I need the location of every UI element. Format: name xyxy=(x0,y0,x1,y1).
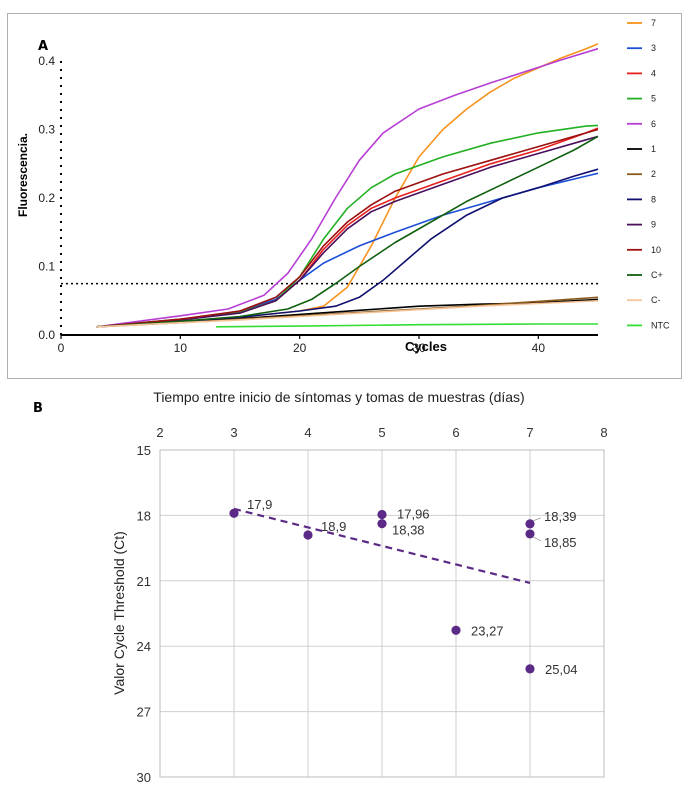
series-line-6 xyxy=(96,47,599,328)
data-point xyxy=(525,529,535,539)
series-line-C+ xyxy=(96,135,599,328)
data-point xyxy=(451,625,461,635)
label-leader-line xyxy=(532,517,542,522)
data-label: 25,04 xyxy=(545,662,578,677)
legend-label-2: 2 xyxy=(651,169,656,179)
data-label: 18,9 xyxy=(321,519,346,534)
panel-a-x-tick-label: 0 xyxy=(58,341,65,355)
data-label: 17,9 xyxy=(247,497,272,512)
series-line-8 xyxy=(96,168,599,328)
legend-label-C+: C+ xyxy=(651,270,663,280)
panel-b-y-tick-label: 21 xyxy=(137,574,151,589)
panel-b-label: B xyxy=(33,401,43,416)
data-point xyxy=(525,664,535,674)
legend-label-10: 10 xyxy=(651,245,661,255)
legend-label-8: 8 xyxy=(651,194,656,204)
panel-b-trendline xyxy=(233,507,531,585)
panel-a-ylabel: Fluorescencia. xyxy=(16,133,30,217)
panel-a-label: A xyxy=(38,39,48,54)
legend-label-1: 1 xyxy=(651,144,656,154)
panel-a-xlabel: Cycles xyxy=(405,339,447,354)
data-label: 17,96 xyxy=(397,507,430,522)
series-line-C- xyxy=(96,300,599,328)
panel-b-title: Tiempo entre inicio de síntomas y tomas … xyxy=(153,389,524,405)
data-point xyxy=(377,509,387,520)
panel-a-y-tick-label: 0.1 xyxy=(38,260,55,274)
panel-a-x-tick-label: 20 xyxy=(293,341,307,355)
panel-b-x-tick-label: 2 xyxy=(156,425,163,440)
legend-label-7: 7 xyxy=(651,18,656,28)
data-point xyxy=(303,530,313,540)
data-label: 18,85 xyxy=(544,535,577,550)
panel-b-y-tick-label: 18 xyxy=(137,508,151,523)
series-line-9 xyxy=(96,135,599,328)
panel-a-frame xyxy=(7,13,682,379)
panel-a-y-tick-label: 0.3 xyxy=(38,123,55,137)
panel-a-x-tick-label: 10 xyxy=(174,341,188,355)
data-label: 23,27 xyxy=(471,623,504,638)
data-point xyxy=(525,519,535,529)
data-label: 18,39 xyxy=(544,509,577,524)
panel-b-y-tick-label: 15 xyxy=(137,443,151,458)
legend-label-NTC: NTC xyxy=(651,320,670,330)
legend-label-6: 6 xyxy=(651,119,656,129)
panel-b-x-tick-label: 5 xyxy=(378,425,385,440)
series-line-NTC xyxy=(216,323,598,328)
legend-label-5: 5 xyxy=(651,94,656,104)
panel-b-x-tick-label: 8 xyxy=(600,425,607,440)
panel-b-x-tick-label: 7 xyxy=(526,425,533,440)
panel-a-y-tick-label: 0.2 xyxy=(38,191,55,205)
panel-a-y-tick-label: 0.0 xyxy=(38,328,55,342)
legend-label-4: 4 xyxy=(651,68,656,78)
legend-label-9: 9 xyxy=(651,220,656,230)
panel-b-x-tick-label: 6 xyxy=(452,425,459,440)
panel-b-y-tick-label: 27 xyxy=(137,705,151,720)
panel-b-plot-frame xyxy=(159,449,605,778)
panel-b-x-tick-label: 3 xyxy=(230,425,237,440)
panel-b-y-tick-label: 24 xyxy=(137,639,151,654)
panel-b-ylabel: Valor Cycle Threshold (Ct) xyxy=(111,531,127,695)
panel-a-x-tick-label: 30 xyxy=(412,341,426,355)
panel-a-y-tick-label: 0.4 xyxy=(38,54,55,68)
label-leader-line xyxy=(532,536,542,542)
panel-b-y-tick-label: 30 xyxy=(137,770,151,785)
data-point xyxy=(229,508,239,518)
panel-a-x-tick-label: 40 xyxy=(532,341,546,355)
panel-b-x-tick-label: 4 xyxy=(304,425,311,440)
series-line-10 xyxy=(96,128,599,328)
legend-label-C-: C- xyxy=(651,295,661,305)
legend-label-3: 3 xyxy=(651,43,656,53)
data-point xyxy=(377,519,387,529)
data-label: 18,38 xyxy=(392,523,425,538)
